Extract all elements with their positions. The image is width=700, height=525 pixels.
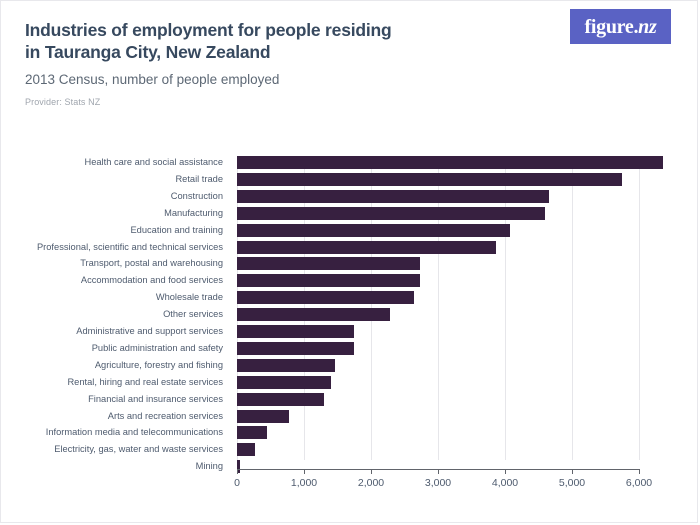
bar-row[interactable] [237, 325, 639, 338]
x-tick-mark [438, 469, 439, 474]
bar-row[interactable] [237, 206, 639, 220]
bar[interactable] [237, 274, 420, 288]
category-label: Other services [163, 309, 223, 320]
category-label: Education and training [130, 224, 223, 235]
category-label: Health care and social assistance [84, 157, 224, 167]
bar-row[interactable] [237, 274, 639, 288]
bar[interactable] [237, 308, 390, 322]
bar-row[interactable] [237, 156, 664, 169]
x-tick-mark [237, 469, 238, 474]
bar[interactable] [237, 189, 550, 203]
bar[interactable] [237, 358, 336, 372]
logo-suffix: nz [638, 15, 657, 38]
category-label: Electricity, gas, water and waste servic… [54, 444, 223, 455]
bar[interactable] [237, 341, 354, 355]
category-label: Manufacturing [164, 207, 223, 218]
bar-row[interactable] [237, 426, 639, 440]
category-label: Mining [195, 461, 223, 472]
bar-row[interactable] [237, 223, 639, 237]
bar-row[interactable] [237, 443, 639, 457]
x-tick-label: 4,000 [491, 477, 519, 489]
bar-row[interactable] [237, 375, 639, 389]
bar-row[interactable] [237, 460, 639, 474]
category-label: Financial and insurance services [88, 393, 223, 404]
bar-series [237, 156, 664, 474]
category-label: Wholesale trade [155, 292, 223, 303]
x-tick-label: 2,000 [357, 477, 385, 489]
bar[interactable] [237, 172, 623, 186]
bar-row[interactable] [237, 308, 639, 322]
category-label: Accommodation and food services [80, 275, 223, 286]
x-tick-label: 5,000 [558, 477, 586, 489]
bar[interactable] [237, 325, 354, 338]
x-tick-mark [639, 469, 640, 474]
x-tick-mark [505, 469, 506, 474]
x-tick-label: 6,000 [625, 477, 653, 489]
x-tick-label: 0 [234, 477, 240, 489]
bar[interactable] [237, 460, 240, 474]
bar-row[interactable] [237, 189, 639, 203]
x-tick-label: 1,000 [290, 477, 318, 489]
chart-subtitle: 2013 Census, number of people employed [25, 71, 280, 87]
category-label: Transport, postal and warehousing [80, 258, 223, 269]
logo-text: figure.nz [585, 17, 657, 37]
bar[interactable] [237, 392, 325, 406]
x-tick-mark [572, 469, 573, 474]
x-tick-mark [304, 469, 305, 474]
x-tick-mark [371, 469, 372, 474]
bar-row[interactable] [237, 240, 639, 254]
bar-row[interactable] [237, 257, 639, 271]
bar[interactable] [237, 156, 664, 169]
bar[interactable] [237, 257, 420, 271]
category-label: Administrative and support services [76, 326, 223, 336]
y-axis-category-labels: Health care and social assistance Retail … [1, 156, 231, 471]
bar[interactable] [237, 206, 545, 220]
category-label: Information media and telecommunications [45, 427, 223, 438]
category-label: Retail trade [175, 173, 223, 184]
category-label: Public administration and safety [91, 342, 223, 353]
category-label: Professional, scientific and technical s… [36, 241, 223, 252]
bar[interactable] [237, 240, 497, 254]
chart-provider: Provider: Stats NZ [25, 96, 101, 107]
gridline-6000 [639, 156, 640, 460]
bar-row[interactable] [237, 409, 639, 423]
bar-row[interactable] [237, 358, 639, 372]
category-label: Rental, hiring and real estate services [67, 376, 223, 387]
category-label: Construction [170, 190, 223, 201]
logo-prefix: figure. [584, 15, 639, 38]
chart-header: Industries of employment for people resi… [25, 19, 545, 107]
category-label: Arts and recreation services [107, 410, 223, 421]
category-label: Agriculture, forestry and fishing [94, 359, 223, 370]
bar[interactable] [237, 426, 268, 440]
bar[interactable] [237, 375, 332, 389]
plot-inner [237, 156, 664, 474]
bar-row[interactable] [237, 341, 639, 355]
bar[interactable] [237, 291, 414, 305]
bar[interactable] [237, 443, 256, 457]
bar[interactable] [237, 223, 511, 237]
bar-row[interactable] [237, 291, 639, 305]
x-tick-label: 3,000 [424, 477, 452, 489]
page-title: Industries of employment for people resi… [25, 20, 392, 63]
bar[interactable] [237, 409, 290, 423]
chart-plot-area: Health care and social assistance Retail … [1, 141, 697, 501]
figurenz-logo[interactable]: figure.nz [570, 9, 671, 44]
bar-row[interactable] [237, 392, 639, 406]
bar-row[interactable] [237, 172, 639, 186]
